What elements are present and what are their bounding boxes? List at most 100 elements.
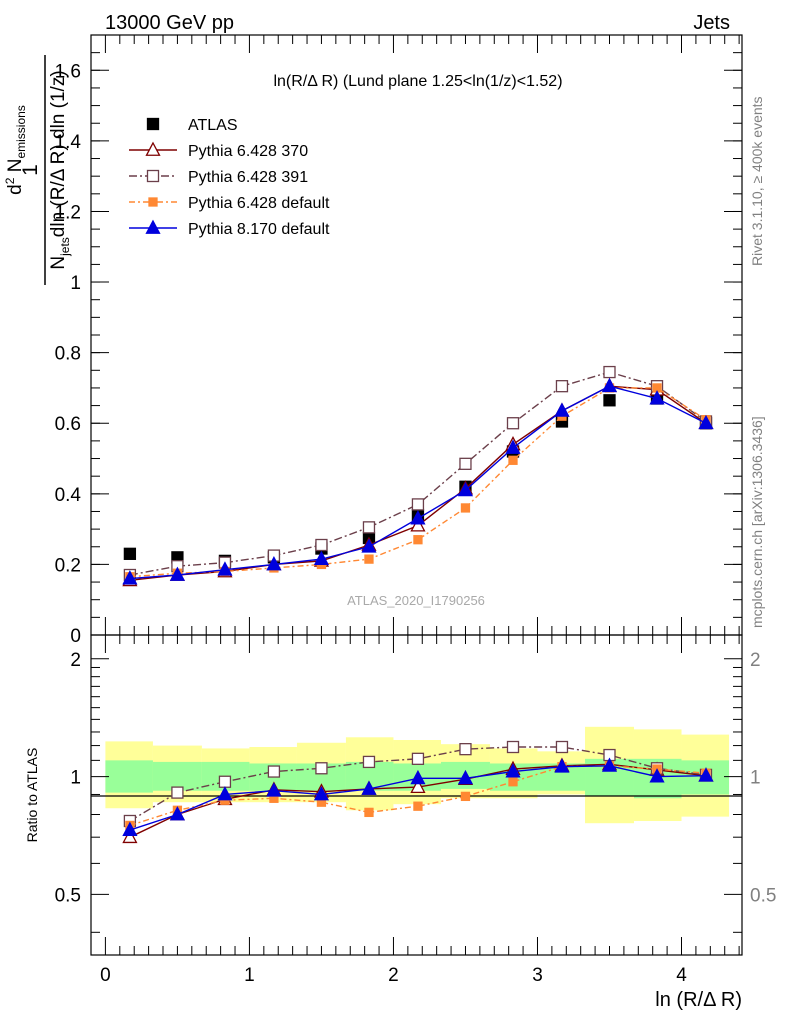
rivet-version-label: Rivet 3.1.10, ≥ 400k events bbox=[749, 96, 765, 266]
legend-marker bbox=[146, 117, 160, 131]
ratio-y-tick-label: 2 bbox=[70, 650, 81, 671]
main-data-point bbox=[123, 547, 137, 560]
main-data-point bbox=[603, 365, 616, 379]
legend-entry-label: Pythia 6.428 default bbox=[188, 195, 330, 212]
main-y-tick-label: 0.4 bbox=[55, 485, 82, 506]
y-axis-title-text: 1 bbox=[19, 164, 42, 176]
ratio-data-point bbox=[171, 786, 184, 799]
ratio-y-tick-label-right: 0.5 bbox=[750, 885, 776, 906]
x-tick-label: 1 bbox=[244, 965, 255, 986]
header-left-label: 13000 GeV pp bbox=[105, 12, 234, 34]
main-series-line bbox=[129, 387, 707, 578]
ratio-data-point bbox=[361, 780, 377, 795]
main-y-tick-label: 1.6 bbox=[55, 61, 81, 82]
legend-marker bbox=[145, 141, 161, 156]
x-tick-label: 0 bbox=[100, 965, 111, 986]
main-data-point bbox=[362, 521, 376, 534]
main-series-line bbox=[129, 371, 707, 576]
ratio-data-point bbox=[411, 752, 425, 765]
main-data-point bbox=[603, 394, 616, 407]
ratio-y-tick-label: 1 bbox=[70, 768, 81, 789]
main-data-point bbox=[410, 517, 426, 532]
main-y-tick-label: 0.8 bbox=[55, 344, 81, 365]
ratio-y-tick-label: 0.5 bbox=[55, 885, 81, 906]
main-data-point bbox=[122, 570, 138, 585]
legend-entry-label: Pythia 8.170 default bbox=[188, 221, 330, 238]
legend-marker bbox=[148, 197, 158, 207]
main-data-point bbox=[554, 402, 570, 417]
ratio-data-point bbox=[457, 769, 474, 785]
main-title: ln(R/Δ R) (Lund plane 1.25<ln(1/z)<1.52) bbox=[273, 73, 562, 90]
main-y-tick-label: 1.2 bbox=[55, 202, 81, 223]
main-data-point bbox=[698, 414, 714, 430]
main-data-point bbox=[410, 510, 426, 525]
ratio-y-tick-label-right: 2 bbox=[750, 650, 761, 671]
ratio-data-point bbox=[506, 740, 520, 754]
ratio-data-point bbox=[315, 762, 328, 775]
header-right-label: Jets bbox=[693, 12, 730, 34]
ratio-y-axis-title: Ratio to ATLAS bbox=[24, 748, 40, 843]
main-y-tick-label: 1.4 bbox=[55, 132, 82, 153]
main-series-line bbox=[129, 385, 707, 581]
main-data-point bbox=[505, 439, 521, 454]
main-data-point bbox=[217, 561, 233, 576]
ratio-panel-frame bbox=[90, 634, 743, 956]
main-y-tick-label: 0.6 bbox=[55, 414, 81, 435]
ratio-data-point bbox=[313, 786, 330, 801]
ratio-band-inner bbox=[152, 761, 202, 791]
ratio-data-point bbox=[649, 768, 665, 783]
main-y-axis-title: 1 Njetsdln (R/Δ R) dln (1/z) d2 Nemissio… bbox=[3, 55, 72, 285]
main-data-point bbox=[649, 390, 665, 405]
ratio-data-point bbox=[122, 821, 138, 836]
ratio-data-point bbox=[459, 743, 472, 756]
ratio-data-point bbox=[364, 807, 374, 818]
legend-entry-label: ATLAS bbox=[188, 117, 238, 134]
main-data-point bbox=[459, 457, 472, 470]
main-axis-ticks: 0 0.2 0.4 0.6 0.8 1 1.2 1.4 1.6 bbox=[55, 34, 742, 647]
main-data-point bbox=[266, 556, 282, 571]
main-data-point bbox=[555, 380, 569, 393]
legend-marker bbox=[145, 219, 161, 234]
ratio-axis-ticks: 0.5 0.5 1 1 2 2 0 1 2 3 4 bbox=[55, 635, 776, 986]
x-axis-title: ln (R/Δ R) bbox=[655, 989, 742, 1011]
ratio-data-point bbox=[362, 755, 376, 769]
main-series-line bbox=[129, 385, 707, 580]
ratio-data-point bbox=[460, 791, 471, 802]
legend-entry-label: Pythia 6.428 370 bbox=[188, 143, 308, 160]
ratio-data-point bbox=[218, 775, 232, 788]
analysis-watermark: ATLAS_2020_I1790256 bbox=[347, 593, 485, 608]
ratio-data-point bbox=[698, 767, 714, 782]
ratio-data-point bbox=[266, 782, 282, 797]
ratio-y-tick-label-right: 1 bbox=[750, 768, 761, 789]
main-data-point bbox=[315, 538, 328, 552]
ratio-data-point bbox=[555, 740, 569, 754]
main-data-point bbox=[460, 503, 471, 513]
x-tick-label: 3 bbox=[532, 965, 543, 986]
ratio-band-inner bbox=[105, 760, 153, 793]
main-data-point bbox=[411, 498, 425, 511]
main-data-point bbox=[457, 481, 474, 497]
main-data-point bbox=[169, 566, 185, 581]
main-y-tick-label: 0.2 bbox=[55, 555, 81, 576]
main-data-point bbox=[364, 554, 374, 564]
x-tick-label: 4 bbox=[676, 965, 687, 986]
ratio-data-point bbox=[217, 786, 233, 801]
ratio-data-point bbox=[410, 769, 426, 785]
ratio-data-point bbox=[601, 757, 618, 772]
mcplots-label: mcplots.cern.ch [arXiv:1306.3436] bbox=[749, 416, 765, 628]
ratio-data-point bbox=[413, 801, 423, 811]
ratio-data-point bbox=[410, 778, 426, 793]
x-tick-label: 2 bbox=[388, 965, 399, 986]
ratio-data-point bbox=[505, 763, 521, 778]
main-series-layer bbox=[122, 365, 714, 587]
y-axis-numerator: d2 Nemissions bbox=[3, 105, 28, 195]
y-axis-denominator: Njetsdln (R/Δ R) dln (1/z) bbox=[48, 70, 72, 269]
main-data-point bbox=[313, 550, 330, 566]
ratio-data-point bbox=[169, 806, 185, 821]
legend: ATLAS Pythia 6.428 370 Pythia 6.428 391 Pyt… bbox=[129, 117, 330, 238]
ratio-series-layer bbox=[122, 740, 714, 844]
main-y-tick-label: 0 bbox=[70, 626, 81, 647]
legend-entry-label: Pythia 6.428 391 bbox=[188, 169, 308, 186]
main-data-point bbox=[508, 455, 518, 465]
